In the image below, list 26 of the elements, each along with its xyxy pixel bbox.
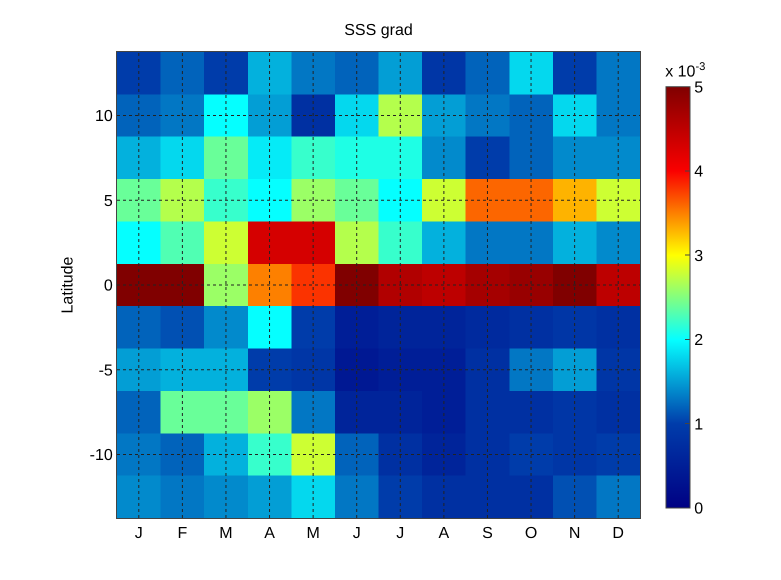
y-tick-label: 5 [104,192,113,210]
color-bar-label: 4 [694,164,704,181]
x-tick-label: M [219,525,233,542]
x-tick-label: D [612,525,624,542]
x-tick-label: M [306,525,320,542]
y-tick-label: -5 [98,362,113,380]
x-tick-label: A [438,525,450,542]
x-tick-label: S [482,525,493,542]
x-tick-label: J [396,525,404,542]
y-tick-label: 0 [104,278,113,295]
chart-title: SSS grad [344,22,413,40]
x-tick-label: J [134,525,143,542]
y-tick-label: -10 [90,447,113,464]
x-tick-label: F [177,525,188,542]
x-tick-label: J [352,525,361,542]
x-tick-label: N [568,525,580,542]
color-bar-label: 0 [694,500,704,518]
y-axis-title: Latitude [60,256,77,314]
color-bar-label: 1 [694,416,704,434]
x-tick-label: A [264,525,276,542]
x-tick-label: O [524,525,538,542]
color-bar-label: 3 [694,248,704,265]
color-bar-title: x 10$^{-3}$ [665,60,706,80]
y-tick-label: 10 [95,108,113,126]
color-bar-label: 2 [694,332,704,350]
color-bar-label: 5 [694,79,704,96]
